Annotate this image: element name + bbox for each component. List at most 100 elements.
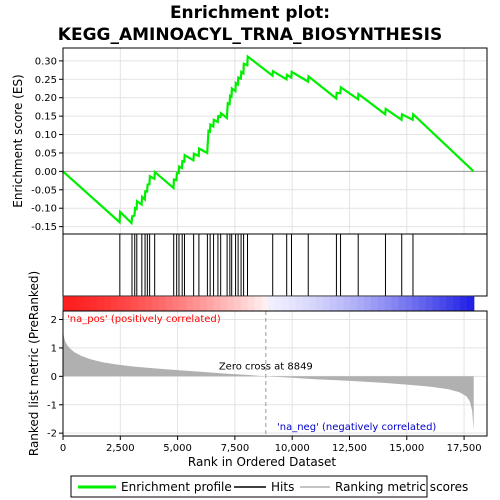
es-tick-label: 0.30	[35, 56, 57, 67]
x-tick-label: 5,000	[163, 443, 192, 454]
zero-cross-label: Zero cross at 8849	[219, 361, 313, 372]
chart-title-line2: KEGG_AMINOACYL_TRNA_BIOSYNTHESIS	[58, 25, 442, 45]
metric-area	[63, 330, 474, 431]
x-ticks: 0 2,500 5,000 7,500 10,000 12,500 15,000 17,500	[60, 436, 482, 454]
color-bar-segment	[275, 296, 283, 311]
hits-panel	[62, 233, 488, 297]
color-bar-segment	[213, 296, 222, 311]
metric-tick-label: 1	[51, 343, 57, 354]
color-bar-segment	[172, 296, 180, 311]
legend: Enrichment profile Hits Ranking metric s…	[70, 475, 468, 498]
color-bar-segment	[405, 296, 413, 311]
color-bar-segment	[145, 296, 153, 311]
metric-panel: -2 -1 0 1 2 0 2,500 5,000 7,500 10,000 12,500 15,0…	[47, 310, 488, 454]
es-axis-label: Enrichment score (ES)	[11, 74, 25, 207]
color-bar-segment	[261, 296, 269, 311]
color-bar-segment	[90, 296, 98, 311]
color-bar-segment	[110, 296, 119, 311]
color-bar-segment	[234, 296, 242, 311]
es-tick-label: 0.00	[35, 167, 57, 178]
color-bar-segment	[418, 296, 427, 311]
color-bar-segment	[206, 296, 215, 311]
color-bar-segment	[466, 296, 475, 311]
es-ticks: -0.15 -0.10 -0.05 0.00 0.05 0.10 0.15 0.20 0.25 0…	[31, 56, 63, 233]
color-bar-segment	[391, 296, 400, 311]
color-bar-segment	[63, 296, 71, 311]
color-bar-segment	[309, 296, 317, 311]
color-bar-segment	[343, 296, 352, 311]
color-bar-segment	[453, 296, 461, 311]
legend-es-label: Enrichment profile	[121, 480, 232, 494]
es-panel: -0.15 -0.10 -0.05 0.00 0.05 0.10 0.15 0.20 0.25 0…	[31, 47, 488, 235]
color-bar-segment	[432, 296, 441, 311]
color-bar-segment	[329, 296, 338, 311]
metric-ticks: -2 -1 0 1 2	[47, 315, 63, 440]
color-bar-segment	[151, 296, 160, 311]
color-bar-segment	[158, 296, 167, 311]
color-bar-segment	[336, 296, 345, 311]
x-tick-label: 0	[60, 443, 66, 454]
color-bar-segment	[316, 296, 324, 311]
color-bar-segment	[227, 296, 235, 311]
color-bar-segment	[282, 296, 290, 311]
x-tick-label: 10,000	[275, 443, 310, 454]
color-bar-segment	[220, 296, 228, 311]
color-bar-segment	[199, 296, 208, 311]
rank-color-bar	[62, 295, 475, 312]
color-bar-segment	[439, 296, 447, 311]
color-bar-segment	[377, 296, 386, 311]
legend-metric-label: Ranking metric scores	[335, 480, 468, 494]
es-frame	[62, 47, 488, 235]
color-bar-segment	[357, 296, 365, 311]
color-bar-segment	[268, 296, 276, 311]
color-bar-segment	[446, 296, 454, 311]
es-grid	[62, 48, 487, 234]
es-tick-label: 0.25	[35, 75, 57, 86]
color-bar-segment	[425, 296, 434, 311]
es-tick-label: -0.15	[31, 222, 57, 233]
color-bar-segment	[104, 296, 112, 311]
chart-title-line1: Enrichment plot:	[170, 3, 330, 23]
color-bar-segment	[240, 296, 249, 311]
x-tick-label: 7,500	[221, 443, 250, 454]
color-bar-segment	[384, 296, 393, 311]
color-bar-segment	[76, 296, 85, 311]
color-bar-segment	[193, 296, 201, 311]
es-tick-label: 0.20	[35, 93, 57, 104]
metric-tick-label: -2	[47, 429, 57, 440]
x-axis-label: Rank in Ordered Dataset	[188, 455, 336, 469]
x-tick-label: 15,000	[389, 443, 424, 454]
legend-hits-label: Hits	[271, 480, 294, 494]
x-tick-label: 17,500	[447, 443, 482, 454]
color-bar-segment	[254, 296, 263, 311]
metric-tick-label: 2	[51, 315, 57, 326]
color-bar-segment	[412, 296, 420, 311]
color-bar-segment	[131, 296, 139, 311]
es-tick-label: -0.05	[31, 185, 57, 196]
es-tick-label: -0.10	[31, 204, 57, 215]
color-bar-segment	[460, 296, 468, 311]
color-bar-segment	[288, 296, 297, 311]
color-bar-segment	[117, 296, 126, 311]
color-bar-segment	[295, 296, 304, 311]
x-tick-label: 12,500	[332, 443, 367, 454]
color-bar-segment	[97, 296, 105, 311]
hit-lines	[119, 234, 414, 296]
color-bar-segment	[179, 296, 187, 311]
es-tick-label: 0.10	[35, 130, 57, 141]
negative-correlation-label: 'na_neg' (negatively correlated)	[277, 422, 436, 433]
es-line	[62, 54, 475, 226]
metric-tick-label: 0	[51, 372, 57, 383]
hits-frame	[62, 233, 488, 297]
metric-axis-label: Ranked list metric (PreRanked)	[27, 271, 41, 456]
metric-tick-label: -1	[47, 400, 57, 411]
es-tick-label: 0.05	[35, 148, 57, 159]
color-bar-segment	[364, 296, 372, 311]
color-bar-segment	[302, 296, 311, 311]
metric-frame	[62, 310, 488, 437]
color-bar-segment	[124, 296, 133, 311]
color-bar-segment	[186, 296, 194, 311]
positive-correlation-label: 'na_pos' (positively correlated)	[67, 314, 221, 325]
color-bar-segment	[323, 296, 331, 311]
